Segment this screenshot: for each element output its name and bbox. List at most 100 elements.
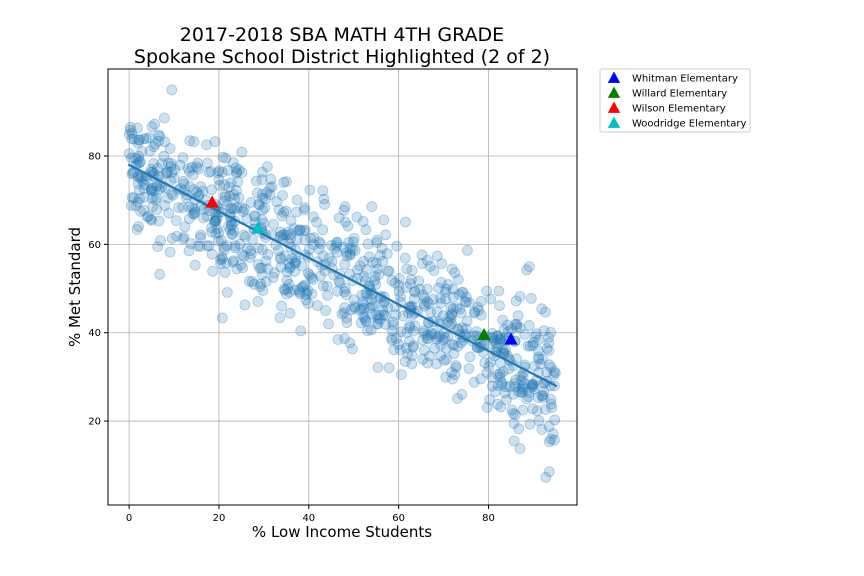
scatter-point xyxy=(241,213,253,224)
scatter-point xyxy=(469,307,480,319)
scatter-point xyxy=(417,353,429,365)
scatter-point xyxy=(262,263,274,275)
scatter-point xyxy=(203,240,215,252)
scatter-point xyxy=(339,258,351,270)
legend-marker xyxy=(607,101,621,113)
scatter-point xyxy=(226,229,238,241)
scatter-point xyxy=(440,293,451,305)
scatter-point xyxy=(307,273,319,285)
scatter-point xyxy=(533,415,545,427)
scatter-point xyxy=(154,130,166,142)
scatter-point xyxy=(435,276,447,288)
scatter-point xyxy=(416,249,428,261)
scatter-point xyxy=(358,270,370,282)
scatter-point xyxy=(511,353,522,365)
scatter-point xyxy=(450,362,462,374)
scatter-point xyxy=(417,289,429,301)
scatter-point xyxy=(283,278,295,290)
scatter-point xyxy=(356,303,368,315)
scatter-point xyxy=(147,200,159,212)
scatter-point xyxy=(358,302,370,314)
scatter-point xyxy=(541,366,553,378)
scatter-point xyxy=(517,386,529,398)
scatter-point xyxy=(497,345,509,357)
scatter-point xyxy=(527,379,538,391)
scatter-point xyxy=(452,274,464,285)
scatter-point xyxy=(248,210,260,222)
scatter-point xyxy=(195,232,206,244)
scatter-point xyxy=(381,248,393,260)
scatter-point xyxy=(279,250,291,262)
scatter-point xyxy=(527,340,539,351)
scatter-point xyxy=(278,206,290,218)
scatter-point xyxy=(521,264,533,276)
scatter-point xyxy=(492,341,504,353)
scatter-point xyxy=(436,258,448,270)
scatter-point xyxy=(514,443,526,455)
scatter-point xyxy=(227,256,239,268)
scatter-point xyxy=(255,278,267,290)
scatter-point xyxy=(530,328,542,340)
scatter-point xyxy=(409,320,421,332)
scatter-point xyxy=(545,326,557,338)
scatter-point xyxy=(300,294,312,306)
scatter-point xyxy=(163,207,175,219)
scatter-point xyxy=(361,289,373,301)
scatter-point xyxy=(256,214,268,226)
scatter-point xyxy=(438,354,450,366)
scatter-point xyxy=(513,423,525,435)
scatter-point xyxy=(169,164,181,176)
scatter-point xyxy=(386,332,398,344)
scatter-point xyxy=(273,204,285,216)
scatter-point xyxy=(134,157,145,168)
scatter-point xyxy=(206,226,218,238)
scatter-point xyxy=(239,231,251,243)
scatter-point xyxy=(339,216,351,228)
scatter-point xyxy=(170,215,182,227)
scatter-point xyxy=(201,240,213,252)
scatter-point xyxy=(153,135,164,147)
scatter-point xyxy=(523,387,535,398)
scatter-point xyxy=(276,210,288,222)
scatter-point xyxy=(443,311,455,323)
scatter-point xyxy=(233,164,245,176)
scatter-point xyxy=(492,398,504,410)
scatter-point xyxy=(366,201,378,213)
scatter-point xyxy=(408,293,420,305)
scatter-point xyxy=(386,334,398,346)
scatter-point xyxy=(289,284,301,296)
scatter-point xyxy=(142,210,154,222)
scatter-point xyxy=(422,254,433,266)
scatter-point xyxy=(428,265,440,277)
scatter-point xyxy=(338,307,350,319)
scatter-point xyxy=(126,152,137,164)
scatter-point xyxy=(545,433,557,445)
scatter-point xyxy=(455,307,467,319)
scatter-point xyxy=(311,216,323,228)
scatter-point xyxy=(146,121,158,133)
scatter-point xyxy=(496,378,508,390)
scatter-point xyxy=(531,405,543,417)
scatter-point xyxy=(347,243,359,255)
scatter-point xyxy=(523,319,535,331)
scatter-point xyxy=(370,279,382,291)
scatter-point xyxy=(226,228,238,240)
scatter-point xyxy=(521,393,532,405)
scatter-point xyxy=(448,348,460,359)
scatter-point xyxy=(406,264,418,276)
scatter-point xyxy=(152,129,164,141)
scatter-point xyxy=(514,322,526,334)
scatter-point xyxy=(215,254,226,266)
scatter-point xyxy=(492,380,504,391)
scatter-point xyxy=(128,192,140,204)
scatter-point xyxy=(550,367,561,379)
scatter-point xyxy=(224,224,236,236)
scatter-point xyxy=(299,234,311,246)
scatter-point xyxy=(159,200,171,212)
scatter-point xyxy=(302,298,314,309)
scatter-point xyxy=(414,283,426,295)
scatter-point xyxy=(186,161,198,173)
scatter-point xyxy=(339,201,351,213)
scatter-point xyxy=(422,357,433,369)
scatter-point xyxy=(205,166,217,177)
